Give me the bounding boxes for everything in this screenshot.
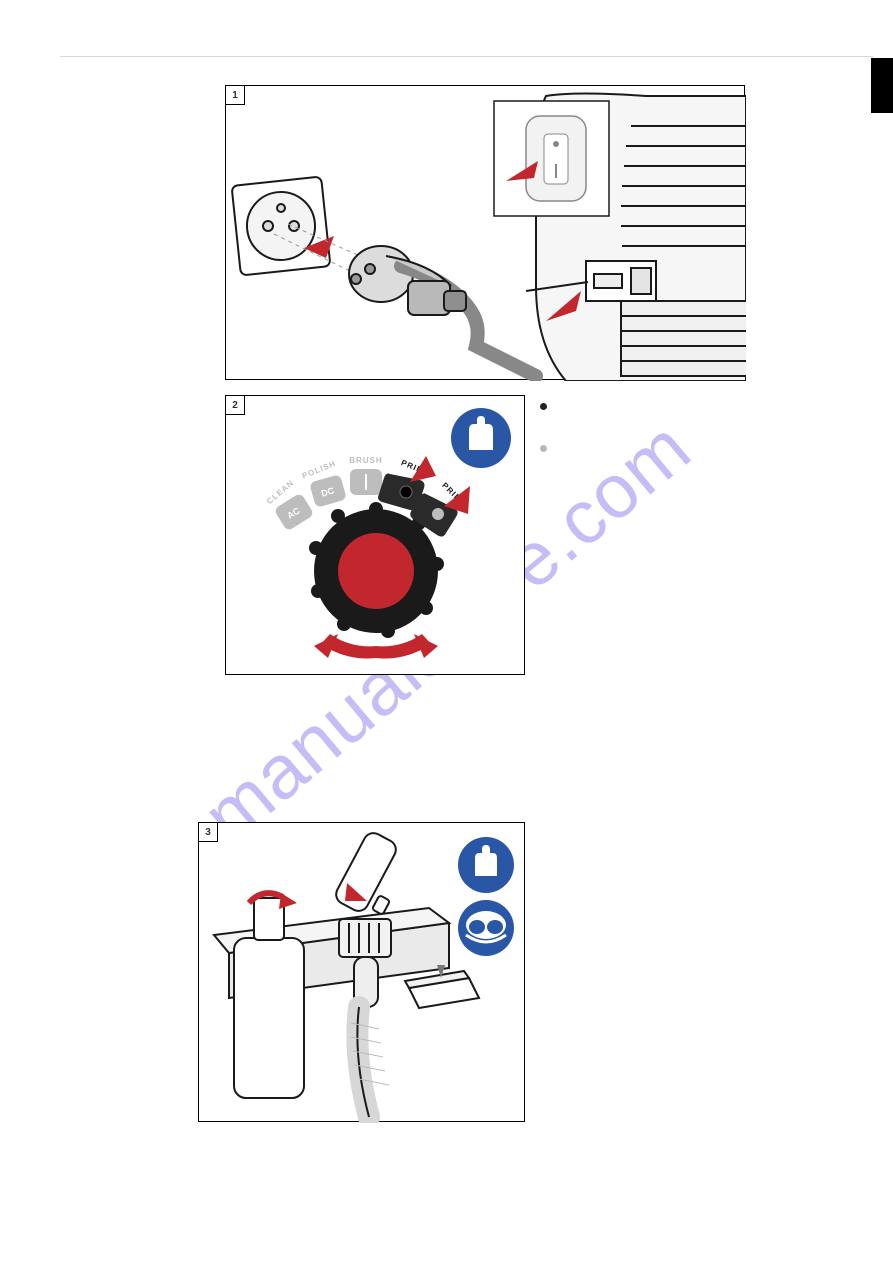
goggles-icon xyxy=(458,900,514,956)
list-item: Light printing on a dark metal surface xyxy=(540,442,750,474)
power-plug xyxy=(349,246,536,376)
rotate-arrows-icon xyxy=(314,634,438,659)
step-number-2: 2 xyxy=(225,395,245,415)
top-divider xyxy=(60,56,873,57)
small-bottle xyxy=(333,830,400,915)
step-number-1: 1 xyxy=(225,85,245,105)
step-number-3: 3 xyxy=(198,822,218,842)
bullet-dark-icon xyxy=(540,403,547,410)
figure-step-2: 2 xyxy=(225,395,525,675)
print-mode-list: Dark printing on a light metal surface L… xyxy=(540,400,750,485)
label-brush: BRUSH xyxy=(349,456,382,465)
figure-step-3: 3 xyxy=(198,822,525,1122)
side-tab xyxy=(871,58,893,113)
bullet-light-icon xyxy=(540,445,547,452)
inset-power-switch xyxy=(494,101,609,216)
gloves-icon xyxy=(451,408,511,468)
figure-3-svg xyxy=(199,823,526,1123)
torch-head xyxy=(339,919,391,1117)
figure-2-svg: AC DC CLEAN POLISH BRUSH PRINT xyxy=(226,396,526,676)
figure-step-1: 1 xyxy=(225,85,745,380)
drip-tray xyxy=(405,971,479,1008)
figure-1-svg xyxy=(226,86,746,381)
wall-socket xyxy=(232,177,331,276)
page-root: manualshive.com 1 xyxy=(0,0,893,1263)
arrow-icon xyxy=(279,893,297,909)
list-item: Dark printing on a light metal surface xyxy=(540,400,750,432)
gloves-icon xyxy=(458,837,514,893)
